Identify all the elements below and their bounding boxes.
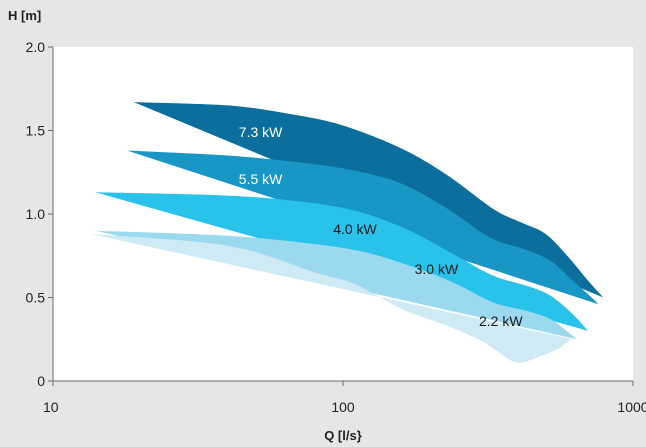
y-tick-label-0: 0 bbox=[37, 373, 45, 389]
band-label-3: 3.0 kW bbox=[415, 261, 459, 277]
band-label-4: 2.2 kW bbox=[479, 313, 523, 329]
x-tick-label-1: 100 bbox=[331, 399, 355, 415]
band-2-2-kw bbox=[90, 234, 573, 363]
y-tick-label-3: 1.5 bbox=[26, 123, 46, 139]
y-tick-label-4: 2.0 bbox=[26, 39, 46, 55]
power-bands bbox=[90, 102, 604, 363]
y-tick-label-2: 1.0 bbox=[26, 206, 46, 222]
band-labels: 7.3 kW 5.5 kW 4.0 kW 3.0 kW 2.2 kW bbox=[239, 124, 524, 329]
band-3-0-kw bbox=[95, 230, 577, 340]
y-tick-label-1: 0.5 bbox=[26, 290, 46, 306]
x-ticks: 10 100 1000 bbox=[43, 381, 646, 415]
band-label-0: 7.3 kW bbox=[239, 124, 283, 140]
x-tick-label-0: 10 bbox=[43, 399, 59, 415]
band-label-2: 4.0 kW bbox=[333, 221, 377, 237]
band-label-1: 5.5 kW bbox=[239, 171, 283, 187]
y-axis-title: H [m] bbox=[8, 8, 41, 23]
x-tick-label-2: 1000 bbox=[617, 399, 646, 415]
x-axis-title: Q [l/s} bbox=[324, 428, 362, 443]
y-ticks: 0 0.5 1.0 1.5 2.0 bbox=[26, 39, 53, 389]
band-4-0-kw bbox=[95, 192, 589, 331]
